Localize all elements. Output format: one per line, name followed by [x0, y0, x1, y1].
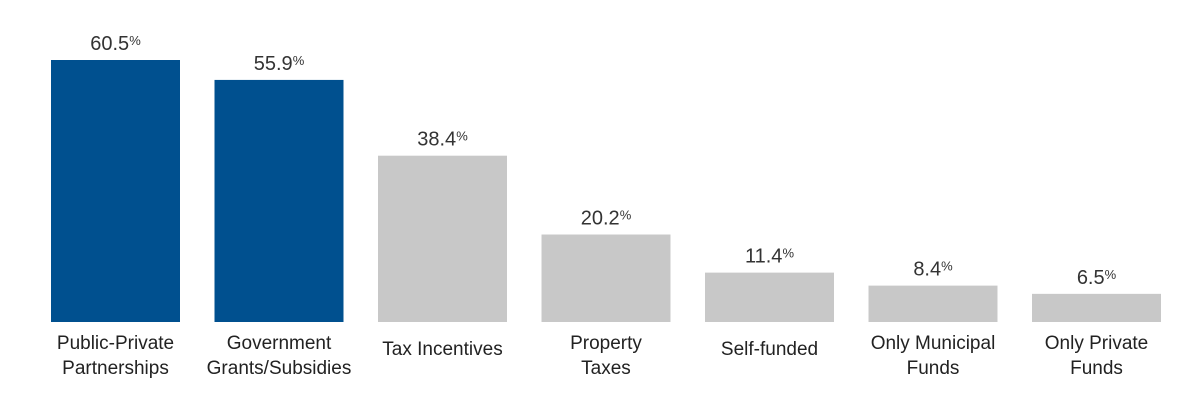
category-label: Taxes [581, 358, 631, 379]
data-label: 11.4% [745, 246, 794, 268]
data-label-unit: % [941, 259, 953, 274]
data-label-value: 55.9 [254, 53, 293, 75]
bar [51, 60, 180, 322]
data-label-value: 20.2 [581, 208, 620, 230]
bar [214, 79, 344, 323]
category-label: Public-Private [57, 333, 174, 354]
data-label-value: 11.4 [745, 246, 782, 268]
data-label-unit: % [782, 246, 794, 261]
category-label: Funds [907, 358, 960, 379]
bar [705, 272, 834, 322]
category-label: Tax Incentives [382, 339, 502, 360]
data-label: 38.4% [417, 129, 468, 151]
bar [868, 285, 998, 322]
category-label: Self-funded [721, 339, 818, 360]
data-label-value: 6.5 [1077, 267, 1105, 289]
data-label-unit: % [620, 208, 632, 223]
category-label: Partnerships [62, 358, 169, 379]
data-label: 60.5% [90, 33, 141, 55]
data-label-unit: % [293, 53, 305, 68]
data-label-value: 60.5 [90, 33, 129, 55]
bar [1032, 293, 1161, 322]
category-label: Only Municipal [871, 333, 996, 354]
bar [378, 155, 507, 322]
data-label-unit: % [129, 33, 141, 48]
data-label: 20.2% [581, 208, 632, 230]
data-label: 8.4% [913, 259, 953, 281]
category-label: Funds [1070, 358, 1123, 379]
data-label-unit: % [1105, 267, 1117, 282]
category-label: Government [227, 333, 332, 354]
data-label-value: 8.4 [913, 259, 941, 281]
data-label-value: 38.4 [417, 129, 456, 151]
data-label: 55.9% [254, 53, 305, 75]
category-label: Property [570, 333, 642, 354]
data-label: 6.5% [1077, 267, 1117, 289]
category-label: Only Private [1045, 333, 1148, 354]
category-label: Grants/Subsidies [207, 358, 352, 379]
data-label-unit: % [456, 129, 468, 144]
bar [541, 234, 671, 322]
